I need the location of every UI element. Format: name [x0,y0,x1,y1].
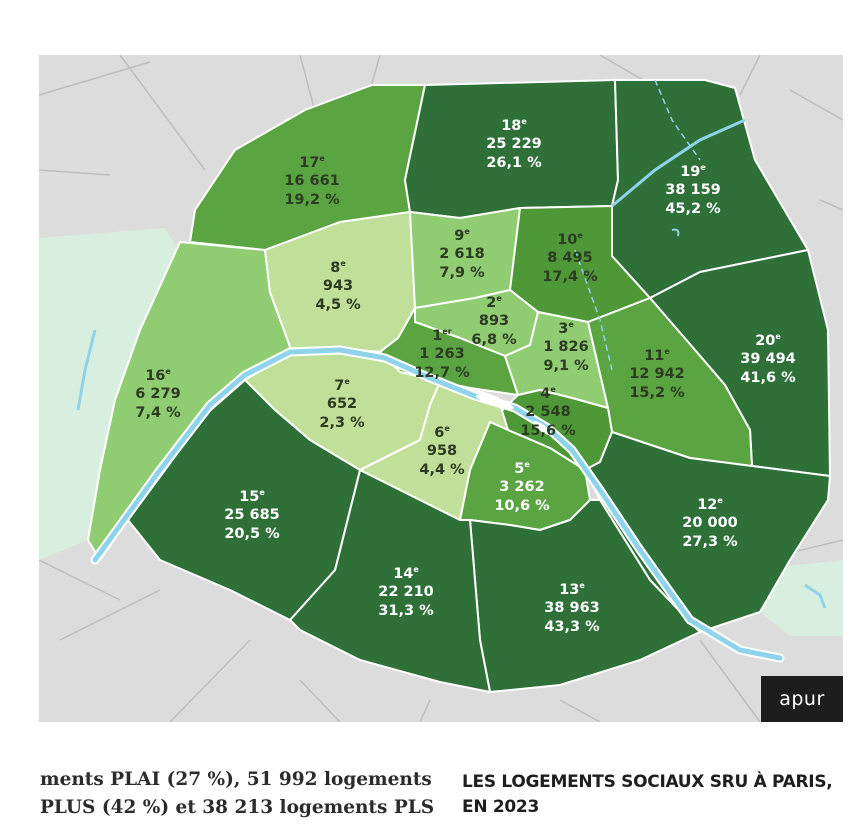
canal-de-l-ourcq [611,118,746,208]
label-14: 14e 22 210 31,3 % [378,565,434,619]
district-labels: 1er 1 263 12,7 % 2e 893 6,8 % 3e 1 826 9,1 % 4… [135,117,796,635]
map: 1er 1 263 12,7 % 2e 893 6,8 % 3e 1 826 9,1 % 4… [39,55,843,722]
label-20: 20e 39 494 41,6 % [740,332,796,386]
label-12: 12e 20 000 27,3 % [682,496,738,550]
label-2: 2e 893 6,8 % [471,294,517,348]
district-13 [469,499,701,693]
body-text: ments PLAI (27 %), 51 992 logements PLUS… [40,766,440,822]
label-1: 1er 1 263 12,7 % [414,327,470,381]
label-16: 16e 6 279 7,4 % [135,367,181,421]
seine-river [90,345,785,663]
ile-de-la-cite [475,394,515,410]
ile-saint-louis [532,421,552,435]
label-15: 15e 25 685 20,5 % [224,488,280,542]
label-13: 13e 38 963 43,3 % [544,581,600,635]
parc-buttes-chaumont-lake [671,228,680,237]
label-4: 4e 2 548 15,6 % [520,385,576,439]
boulogne-lakes [76,329,97,411]
streets [39,55,843,722]
label-6: 6e 958 4,4 % [419,424,465,478]
label-7: 7e 652 2,3 % [319,377,365,431]
label-11: 11e 12 942 15,2 % [629,347,685,401]
label-8: 8e 943 4,5 % [315,259,361,313]
canal-saint-denis [654,79,701,161]
map-caption: LES LOGEMENTS SOCIAUX SRU À PARIS, EN 20… [462,770,842,820]
label-5: 5e 3 262 10,6 % [494,460,550,514]
bois-de-vincennes [760,560,843,636]
label-19: 19e 38 159 45,2 % [665,163,721,217]
label-17: 17e 16 661 19,2 % [284,154,340,208]
label-3: 3e 1 826 9,1 % [543,320,589,374]
label-10: 10e 8 495 17,4 % [542,231,598,285]
bois-de-boulogne [39,228,180,560]
paris-map-svg: 1er 1 263 12,7 % 2e 893 6,8 % 3e 1 826 9,1 % 4… [39,55,843,722]
caption-line-2: EN 2023 [462,797,539,817]
caption-line-1: LES LOGEMENTS SOCIAUX SRU À PARIS, [462,772,833,792]
label-18: 18e 25 229 26,1 % [486,117,542,171]
body-text-line-1: ments PLAI (27 %), 51 992 logements [40,769,432,790]
arrondissements [87,79,831,693]
label-9: 9e 2 618 7,9 % [439,227,485,281]
body-text-line-2: PLUS (42 %) et 38 213 logements PLS [40,797,435,818]
apur-logo: apur [761,676,843,722]
vincennes-lake [804,583,827,609]
canal-saint-martin [574,249,613,371]
